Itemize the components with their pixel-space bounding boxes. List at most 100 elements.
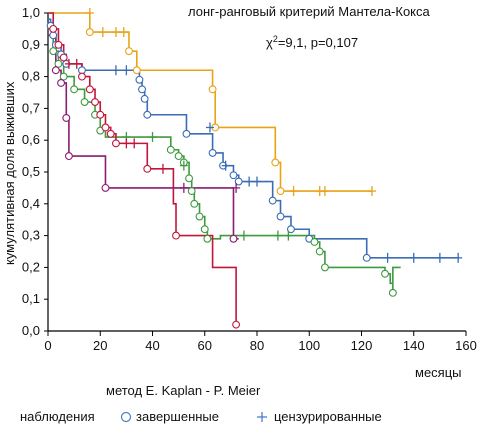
censored-point bbox=[320, 186, 329, 197]
complete-point bbox=[57, 79, 66, 87]
censored-point bbox=[284, 230, 293, 241]
censored-point bbox=[253, 176, 261, 187]
complete-point bbox=[320, 263, 329, 272]
complete-point bbox=[203, 234, 212, 243]
censored-point bbox=[98, 27, 107, 38]
complete-point bbox=[70, 85, 79, 94]
x-tick-label: 160 bbox=[455, 338, 477, 353]
complete-point bbox=[362, 253, 371, 262]
survival-curve-1 bbox=[48, 12, 372, 192]
censored-point bbox=[383, 252, 392, 263]
legend: наблюдения завершенные цензурированные bbox=[20, 409, 382, 424]
complete-point bbox=[229, 171, 238, 180]
complete-point bbox=[91, 98, 99, 106]
y-axis-label: кумулятивная доля выживших bbox=[2, 81, 17, 265]
censored-point bbox=[72, 58, 81, 69]
complete-point bbox=[200, 225, 209, 234]
complete-point bbox=[172, 231, 180, 240]
complete-point bbox=[268, 196, 277, 205]
complete-point bbox=[49, 31, 58, 40]
censored-point bbox=[148, 132, 157, 143]
complete-point bbox=[132, 66, 141, 75]
complete-point bbox=[135, 75, 144, 84]
complete-point bbox=[138, 85, 147, 94]
y-tick-label: 0,6 bbox=[22, 132, 40, 147]
censored-marker-icon bbox=[257, 412, 267, 422]
complete-point bbox=[54, 40, 63, 49]
complete-point bbox=[106, 129, 115, 138]
censored-point bbox=[130, 138, 139, 149]
complete-point bbox=[96, 110, 105, 119]
complete-point bbox=[190, 199, 199, 208]
complete-point bbox=[51, 66, 60, 75]
y-tick-label: 0,4 bbox=[22, 196, 40, 211]
y-tick-label: 0,1 bbox=[22, 291, 40, 306]
survival-curves bbox=[48, 12, 459, 325]
complete-point bbox=[140, 94, 149, 103]
complete-point bbox=[276, 212, 285, 221]
complete-point bbox=[315, 247, 324, 256]
complete-point bbox=[101, 183, 110, 192]
complete-point bbox=[111, 139, 120, 148]
complete-point bbox=[59, 53, 68, 62]
complete-point bbox=[234, 177, 243, 186]
censored-point bbox=[64, 58, 73, 69]
survival-curve-2 bbox=[48, 18, 459, 259]
censored-point bbox=[158, 163, 167, 174]
complete-point bbox=[101, 123, 110, 132]
complete-point bbox=[49, 47, 58, 56]
censored-point bbox=[111, 27, 120, 38]
censored-point bbox=[232, 182, 241, 193]
complete-point bbox=[125, 47, 133, 56]
complete-point bbox=[64, 152, 73, 161]
statistic-value: =9,1, p=0,107 bbox=[278, 35, 358, 50]
censored-point bbox=[435, 252, 444, 263]
y-tick-label: 0,3 bbox=[22, 228, 40, 243]
complete-point bbox=[62, 113, 71, 122]
censored-point bbox=[205, 122, 214, 133]
censored-point bbox=[122, 65, 131, 76]
censored-point bbox=[179, 160, 188, 171]
censored-point bbox=[289, 186, 298, 197]
complete-point bbox=[208, 85, 217, 94]
censored-point bbox=[85, 8, 94, 18]
method-label: метод E. Kaplan - P. Meier bbox=[106, 383, 261, 398]
x-tick-label: 140 bbox=[403, 338, 425, 353]
axis-ticks: 0 20 40 60 80 100 120 140 160 0,0 0,1 0,2 0,3 0,4 0,5 0… bbox=[22, 5, 477, 353]
complete-point bbox=[143, 110, 152, 119]
complete-point bbox=[59, 72, 68, 81]
censored-point bbox=[273, 230, 282, 241]
x-tick-label: 20 bbox=[93, 338, 107, 353]
chi-superscript: 2 bbox=[273, 34, 278, 44]
censored-point bbox=[454, 252, 463, 263]
complete-point bbox=[185, 174, 194, 183]
complete-point bbox=[195, 212, 204, 221]
x-tick-label: 60 bbox=[198, 338, 212, 353]
y-tick-label: 0,8 bbox=[22, 69, 40, 84]
complete-point bbox=[381, 269, 389, 278]
complete-point bbox=[271, 158, 280, 167]
x-tick-label: 120 bbox=[351, 338, 373, 353]
complete-point bbox=[182, 129, 191, 138]
x-axis-label: месяцы bbox=[415, 365, 462, 380]
complete-point bbox=[78, 72, 86, 81]
y-tick-label: 1,0 bbox=[22, 5, 40, 20]
legend-censored-label: цензурированные bbox=[274, 409, 382, 424]
censored-point bbox=[122, 138, 131, 149]
complete-point bbox=[310, 238, 319, 246]
chi-symbol: χ bbox=[266, 35, 273, 50]
complete-point bbox=[54, 59, 63, 68]
x-tick-label: 0 bbox=[44, 338, 51, 353]
censored-point bbox=[221, 160, 230, 171]
survival-markers bbox=[46, 8, 463, 329]
complete-point bbox=[85, 85, 94, 94]
complete-point bbox=[49, 24, 58, 33]
censored-point bbox=[245, 176, 254, 187]
censored-point bbox=[111, 65, 120, 76]
complete-point bbox=[85, 28, 94, 37]
censored-point bbox=[179, 182, 188, 193]
censored-point bbox=[119, 27, 128, 38]
complete-point bbox=[208, 148, 217, 157]
x-tick-label: 80 bbox=[250, 338, 264, 353]
